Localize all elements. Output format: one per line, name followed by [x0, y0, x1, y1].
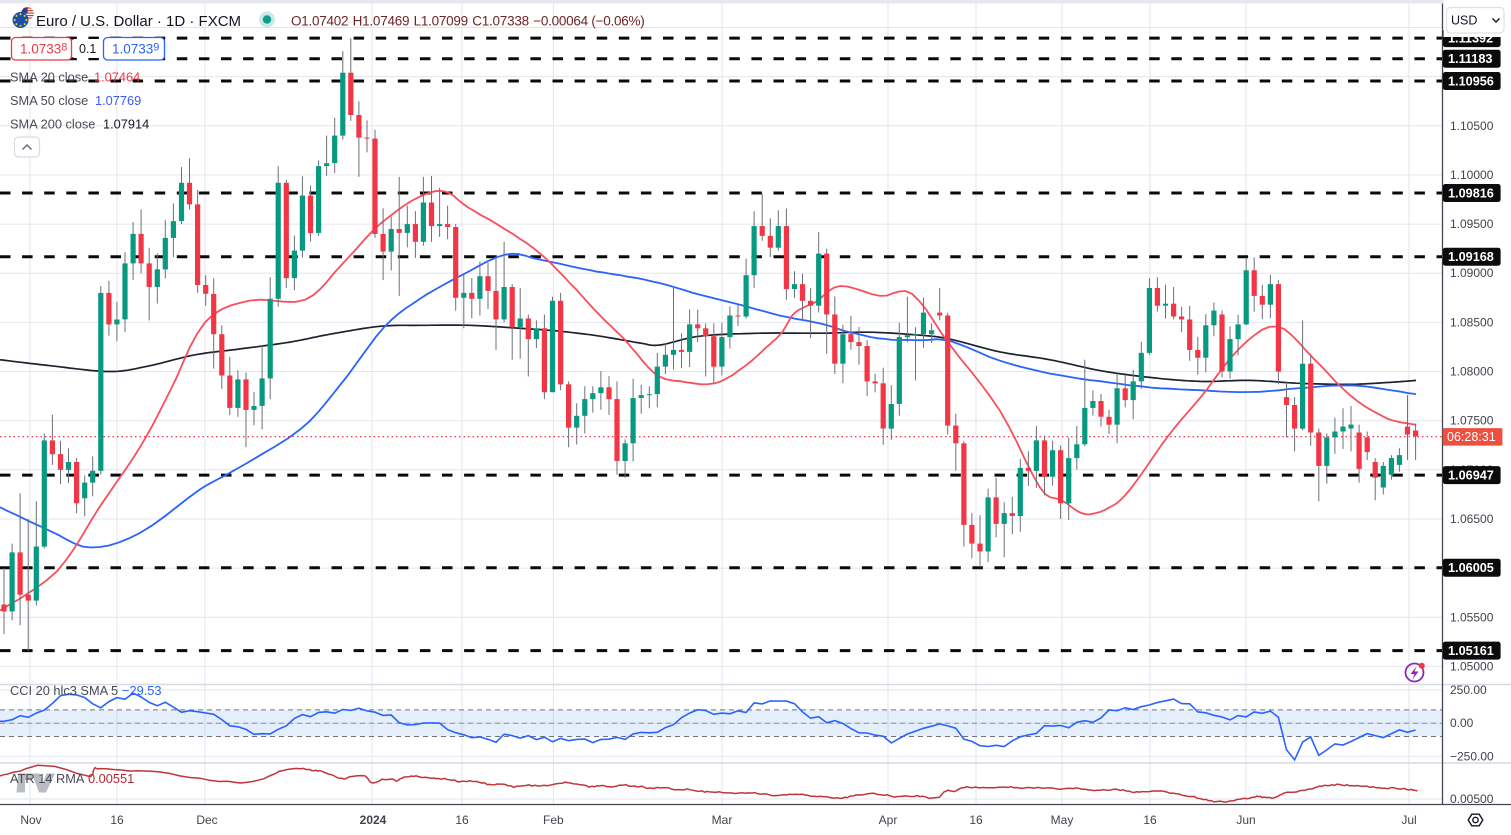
svg-text:1.05500: 1.05500 — [1450, 610, 1494, 624]
svg-text:Jun: Jun — [1236, 813, 1255, 827]
svg-text:Euro / U.S. Dollar · 1D · FXCM: Euro / U.S. Dollar · 1D · FXCM — [36, 13, 241, 30]
svg-text:Jul: Jul — [1401, 813, 1416, 827]
svg-text:CCI 20 hlc3 SMA 5: CCI 20 hlc3 SMA 5 — [10, 683, 118, 698]
svg-text:Feb: Feb — [543, 813, 564, 827]
svg-text:16: 16 — [455, 813, 469, 827]
svg-text:16: 16 — [1143, 813, 1157, 827]
svg-text:1.08500: 1.08500 — [1450, 315, 1494, 329]
svg-text:1.07338: 1.07338 — [20, 42, 67, 57]
svg-text:1.07464: 1.07464 — [94, 70, 140, 85]
svg-text:1.10000: 1.10000 — [1450, 168, 1494, 182]
svg-text:ATR 14 RMA: ATR 14 RMA — [10, 771, 85, 786]
svg-text:1.05000: 1.05000 — [1450, 659, 1494, 673]
svg-text:−250.00: −250.00 — [1450, 749, 1494, 763]
svg-text:1.09000: 1.09000 — [1450, 266, 1494, 280]
svg-text:1.11183: 1.11183 — [1448, 52, 1492, 66]
svg-text:1.09816: 1.09816 — [1448, 187, 1494, 201]
svg-text:1.10500: 1.10500 — [1450, 119, 1494, 133]
svg-text:06:28:31: 06:28:31 — [1447, 430, 1496, 444]
svg-text:Nov: Nov — [20, 813, 41, 827]
svg-text:SMA 200 close: SMA 200 close — [10, 117, 95, 132]
svg-text:0.00: 0.00 — [1450, 716, 1474, 730]
svg-text:Dec: Dec — [196, 813, 217, 827]
svg-text:0.1: 0.1 — [79, 42, 96, 56]
svg-text:Mar: Mar — [712, 813, 733, 827]
svg-text:1.09168: 1.09168 — [1448, 250, 1494, 264]
svg-text:1.08000: 1.08000 — [1450, 365, 1494, 379]
svg-text:16: 16 — [110, 813, 124, 827]
svg-text:O1.07402 H1.07469 L1.07099: O1.07402 H1.07469 L1.07099 C1.07338 −0.0… — [291, 14, 645, 29]
svg-text:0.00500: 0.00500 — [1450, 792, 1494, 806]
svg-text:May: May — [1051, 813, 1074, 827]
svg-text:SMA 20 close: SMA 20 close — [10, 70, 88, 85]
svg-text:1.09500: 1.09500 — [1450, 217, 1494, 231]
svg-text:1.05161: 1.05161 — [1448, 644, 1494, 658]
svg-text:1.07914: 1.07914 — [103, 117, 149, 132]
svg-text:Apr: Apr — [879, 813, 898, 827]
svg-text:1.06500: 1.06500 — [1450, 512, 1494, 526]
svg-text:1.07500: 1.07500 — [1450, 414, 1494, 428]
svg-text:1.07339: 1.07339 — [112, 42, 159, 57]
svg-text:250.00: 250.00 — [1450, 683, 1487, 697]
svg-text:SMA 50 close: SMA 50 close — [10, 93, 88, 108]
svg-text:2024: 2024 — [360, 813, 387, 827]
svg-text:16: 16 — [969, 813, 983, 827]
svg-text:1.06005: 1.06005 — [1448, 561, 1494, 575]
svg-text:1.07769: 1.07769 — [95, 93, 141, 108]
svg-text:0.00551: 0.00551 — [88, 771, 134, 786]
svg-text:1.10956: 1.10956 — [1448, 75, 1494, 89]
svg-text:−29.53: −29.53 — [122, 683, 162, 698]
svg-text:1.06947: 1.06947 — [1448, 469, 1494, 483]
svg-text:USD: USD — [1451, 14, 1477, 28]
